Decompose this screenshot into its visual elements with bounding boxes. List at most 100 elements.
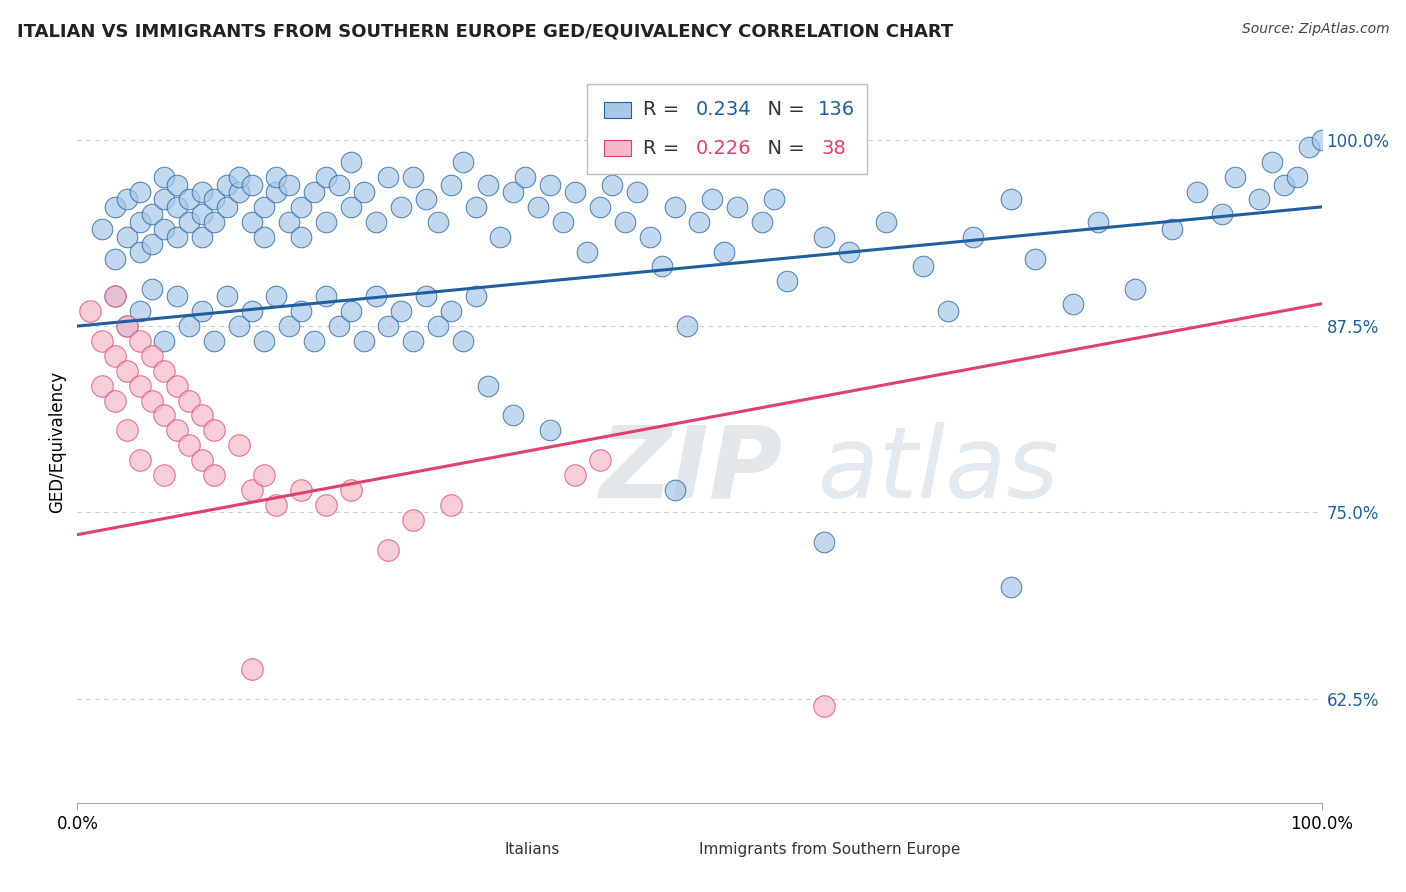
Point bbox=[763, 193, 786, 207]
Point bbox=[191, 453, 214, 467]
Point bbox=[91, 378, 114, 392]
Point bbox=[962, 229, 984, 244]
Point bbox=[713, 244, 735, 259]
Bar bbox=[603, 102, 631, 118]
FancyBboxPatch shape bbox=[588, 84, 868, 174]
Point bbox=[1249, 193, 1271, 207]
Point bbox=[115, 229, 138, 244]
Point bbox=[302, 334, 325, 348]
Point bbox=[538, 178, 561, 192]
Point bbox=[240, 178, 263, 192]
Point bbox=[104, 393, 127, 408]
Point bbox=[290, 304, 312, 318]
Point bbox=[315, 215, 337, 229]
Point bbox=[1123, 282, 1146, 296]
Point bbox=[179, 438, 201, 452]
Point bbox=[153, 193, 176, 207]
Point bbox=[1161, 222, 1184, 236]
Bar bbox=[652, 841, 689, 858]
Point bbox=[191, 409, 214, 423]
Point bbox=[315, 170, 337, 185]
Bar bbox=[457, 841, 494, 858]
Point bbox=[153, 468, 176, 483]
Point bbox=[115, 423, 138, 437]
Point bbox=[104, 200, 127, 214]
Point bbox=[179, 319, 201, 334]
Point bbox=[427, 215, 450, 229]
Point bbox=[179, 193, 201, 207]
Point bbox=[589, 200, 612, 214]
Point bbox=[838, 244, 860, 259]
Point bbox=[451, 334, 474, 348]
Point bbox=[115, 364, 138, 378]
Point bbox=[228, 170, 250, 185]
Point bbox=[1000, 580, 1022, 594]
Point bbox=[377, 542, 399, 557]
Point bbox=[651, 260, 673, 274]
Point bbox=[115, 319, 138, 334]
Y-axis label: GED/Equivalency: GED/Equivalency bbox=[48, 370, 66, 513]
Point bbox=[402, 334, 425, 348]
Point bbox=[240, 662, 263, 676]
Point bbox=[240, 304, 263, 318]
Point bbox=[202, 423, 225, 437]
Text: 136: 136 bbox=[818, 101, 855, 120]
Point bbox=[166, 289, 188, 303]
Point bbox=[477, 378, 499, 392]
Point bbox=[389, 200, 412, 214]
Point bbox=[1298, 140, 1320, 154]
Point bbox=[266, 289, 288, 303]
Point bbox=[290, 200, 312, 214]
Point bbox=[576, 244, 599, 259]
Point bbox=[389, 304, 412, 318]
Point bbox=[1000, 193, 1022, 207]
Point bbox=[664, 483, 686, 497]
Point bbox=[564, 185, 586, 199]
Point bbox=[464, 289, 486, 303]
Point bbox=[141, 393, 163, 408]
Point bbox=[191, 304, 214, 318]
Point bbox=[141, 207, 163, 221]
Point bbox=[1223, 170, 1246, 185]
Point bbox=[775, 274, 797, 288]
Point bbox=[253, 229, 276, 244]
Point bbox=[402, 170, 425, 185]
Text: 38: 38 bbox=[821, 138, 846, 158]
Point bbox=[451, 155, 474, 169]
Point bbox=[875, 215, 897, 229]
Point bbox=[415, 193, 437, 207]
Point bbox=[725, 200, 748, 214]
Point bbox=[240, 483, 263, 497]
Point bbox=[215, 200, 238, 214]
Point bbox=[377, 170, 399, 185]
Point bbox=[253, 334, 276, 348]
Point bbox=[936, 304, 959, 318]
Point bbox=[439, 498, 461, 512]
Point bbox=[277, 178, 299, 192]
Point bbox=[315, 289, 337, 303]
Point bbox=[602, 178, 624, 192]
Point bbox=[364, 289, 387, 303]
Point bbox=[141, 237, 163, 252]
Point bbox=[166, 378, 188, 392]
Point bbox=[328, 319, 350, 334]
Point bbox=[104, 349, 127, 363]
Text: ZIP: ZIP bbox=[600, 422, 783, 519]
Point bbox=[202, 193, 225, 207]
Point bbox=[464, 200, 486, 214]
Point bbox=[91, 334, 114, 348]
Point bbox=[153, 409, 176, 423]
Text: R =: R = bbox=[644, 101, 686, 120]
Point bbox=[315, 498, 337, 512]
Point bbox=[353, 185, 375, 199]
Point bbox=[353, 334, 375, 348]
Point bbox=[128, 215, 150, 229]
Text: R =: R = bbox=[644, 138, 686, 158]
Point bbox=[166, 200, 188, 214]
Point bbox=[340, 155, 363, 169]
Text: Source: ZipAtlas.com: Source: ZipAtlas.com bbox=[1241, 22, 1389, 37]
Point bbox=[228, 185, 250, 199]
Point bbox=[415, 289, 437, 303]
Point bbox=[202, 334, 225, 348]
Point bbox=[427, 319, 450, 334]
